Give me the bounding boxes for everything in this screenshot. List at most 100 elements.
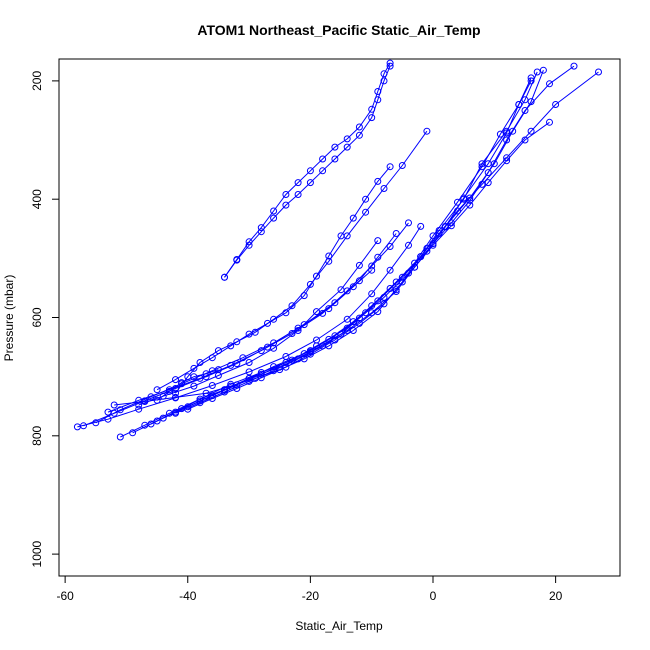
data-point-13-13 bbox=[398, 162, 406, 169]
data-point-6-11 bbox=[392, 286, 400, 294]
data-point-16-5 bbox=[214, 366, 222, 374]
data-point-5-12 bbox=[454, 207, 461, 215]
data-point-6-15 bbox=[466, 201, 474, 209]
data-point-5-13 bbox=[478, 180, 486, 188]
data-point-4-0 bbox=[172, 409, 179, 417]
series-line-16 bbox=[156, 369, 219, 401]
data-point-11-1 bbox=[159, 392, 167, 400]
data-point-5-0 bbox=[184, 405, 192, 413]
data-point-6-4 bbox=[227, 382, 235, 390]
series-line-3 bbox=[162, 70, 544, 419]
x-axis: -60 -40 -20 0 20 bbox=[56, 575, 563, 603]
data-point-15-7 bbox=[306, 179, 314, 187]
plot-frame bbox=[58, 58, 621, 577]
data-point-7-9 bbox=[368, 290, 376, 298]
data-point-7-7 bbox=[313, 336, 320, 344]
data-point-11-8 bbox=[337, 286, 345, 294]
data-point-7-11 bbox=[405, 241, 412, 249]
data-point-6-19 bbox=[546, 118, 553, 126]
data-point-15-4 bbox=[270, 214, 278, 222]
data-point-10-1 bbox=[135, 396, 143, 404]
x-tick-label: 20 bbox=[549, 589, 563, 603]
y-axis-label: Pressure (mbar) bbox=[2, 275, 16, 362]
data-point-5-2 bbox=[233, 385, 241, 392]
data-point-7-10 bbox=[386, 266, 394, 274]
data-point-5-8 bbox=[380, 300, 388, 308]
data-point-7-4 bbox=[208, 382, 216, 389]
data-point-11-6 bbox=[294, 327, 302, 334]
data-point-11-2 bbox=[190, 382, 198, 390]
data-point-16-1 bbox=[165, 387, 173, 395]
data-point-6-8 bbox=[325, 342, 333, 350]
data-point-5-1 bbox=[208, 395, 216, 402]
data-point-2-8 bbox=[349, 318, 357, 326]
y-tick-label: 800 bbox=[30, 425, 44, 445]
data-point-6-13 bbox=[429, 241, 437, 249]
data-point-12-14 bbox=[374, 177, 382, 185]
data-point-14-7 bbox=[306, 167, 314, 175]
data-point-4-17 bbox=[546, 80, 553, 88]
series-line-4 bbox=[175, 65, 575, 414]
data-point-9-11 bbox=[392, 230, 400, 237]
data-point-6-3 bbox=[202, 389, 210, 397]
data-point-4-16 bbox=[521, 107, 529, 114]
data-point-1-1 bbox=[153, 417, 161, 425]
series-line-5 bbox=[187, 71, 599, 410]
data-point-12-10 bbox=[325, 252, 333, 260]
data-point-13-8 bbox=[306, 280, 314, 288]
y-tick-label: 200 bbox=[30, 71, 44, 91]
data-point-11-0 bbox=[135, 401, 143, 409]
data-point-2-9 bbox=[374, 297, 382, 305]
data-point-15-12 bbox=[368, 114, 376, 122]
data-point-11-5 bbox=[270, 344, 278, 352]
data-point-3-0 bbox=[159, 414, 167, 422]
data-point-5-9 bbox=[398, 278, 406, 286]
data-point-11-10 bbox=[374, 237, 382, 245]
y-tick-label: 400 bbox=[30, 189, 44, 209]
data-point-14-4 bbox=[270, 207, 278, 215]
data-point-0-0 bbox=[116, 433, 124, 441]
data-point-14-5 bbox=[282, 191, 290, 198]
data-point-6-5 bbox=[251, 374, 259, 382]
data-point-3-10 bbox=[405, 269, 412, 277]
data-point-13-2 bbox=[196, 359, 204, 366]
data-point-9-6 bbox=[270, 339, 278, 347]
data-point-15-0 bbox=[221, 273, 228, 281]
data-point-14-10 bbox=[343, 135, 351, 143]
y-tick-label: 600 bbox=[30, 307, 44, 327]
data-point-6-0 bbox=[110, 401, 118, 409]
data-point-15-15 bbox=[386, 62, 394, 70]
y-axis: 200 400 600 800 1000 bbox=[30, 71, 60, 567]
data-point-13-6 bbox=[270, 315, 278, 323]
series-line-6 bbox=[114, 121, 550, 406]
data-point-12-6 bbox=[264, 319, 271, 327]
x-tick-label: 0 bbox=[430, 589, 437, 603]
data-point-7-3 bbox=[172, 394, 179, 402]
data-point-15-5 bbox=[282, 201, 290, 209]
data-point-6-12 bbox=[411, 263, 419, 271]
x-tick-label: -60 bbox=[56, 589, 74, 603]
data-point-13-0 bbox=[172, 389, 179, 397]
data-point-10-0 bbox=[104, 408, 112, 416]
data-point-6-17 bbox=[503, 157, 511, 165]
series-line-15 bbox=[224, 65, 391, 278]
x-axis-label: Static_Air_Temp bbox=[295, 619, 383, 633]
data-point-15-2 bbox=[245, 241, 253, 249]
data-point-4-14 bbox=[484, 169, 492, 177]
data-point-16-2 bbox=[178, 379, 186, 387]
data-point-1-0 bbox=[129, 429, 137, 437]
data-point-14-6 bbox=[294, 179, 302, 187]
data-point-12-1 bbox=[172, 376, 179, 384]
data-point-12-12 bbox=[349, 214, 357, 222]
series-line-13 bbox=[175, 130, 428, 394]
data-point-14-9 bbox=[331, 143, 339, 151]
data-point-3-16 bbox=[527, 98, 535, 106]
data-point-15-9 bbox=[331, 155, 339, 163]
data-point-1-16 bbox=[521, 96, 529, 104]
chart-title: ATOM1 Northeast_Pacific Static_Air_Temp bbox=[197, 22, 480, 38]
data-point-13-12 bbox=[380, 185, 388, 192]
data-point-7-5 bbox=[245, 368, 253, 376]
series-line-11 bbox=[138, 240, 379, 406]
data-point-7-6 bbox=[282, 353, 290, 360]
